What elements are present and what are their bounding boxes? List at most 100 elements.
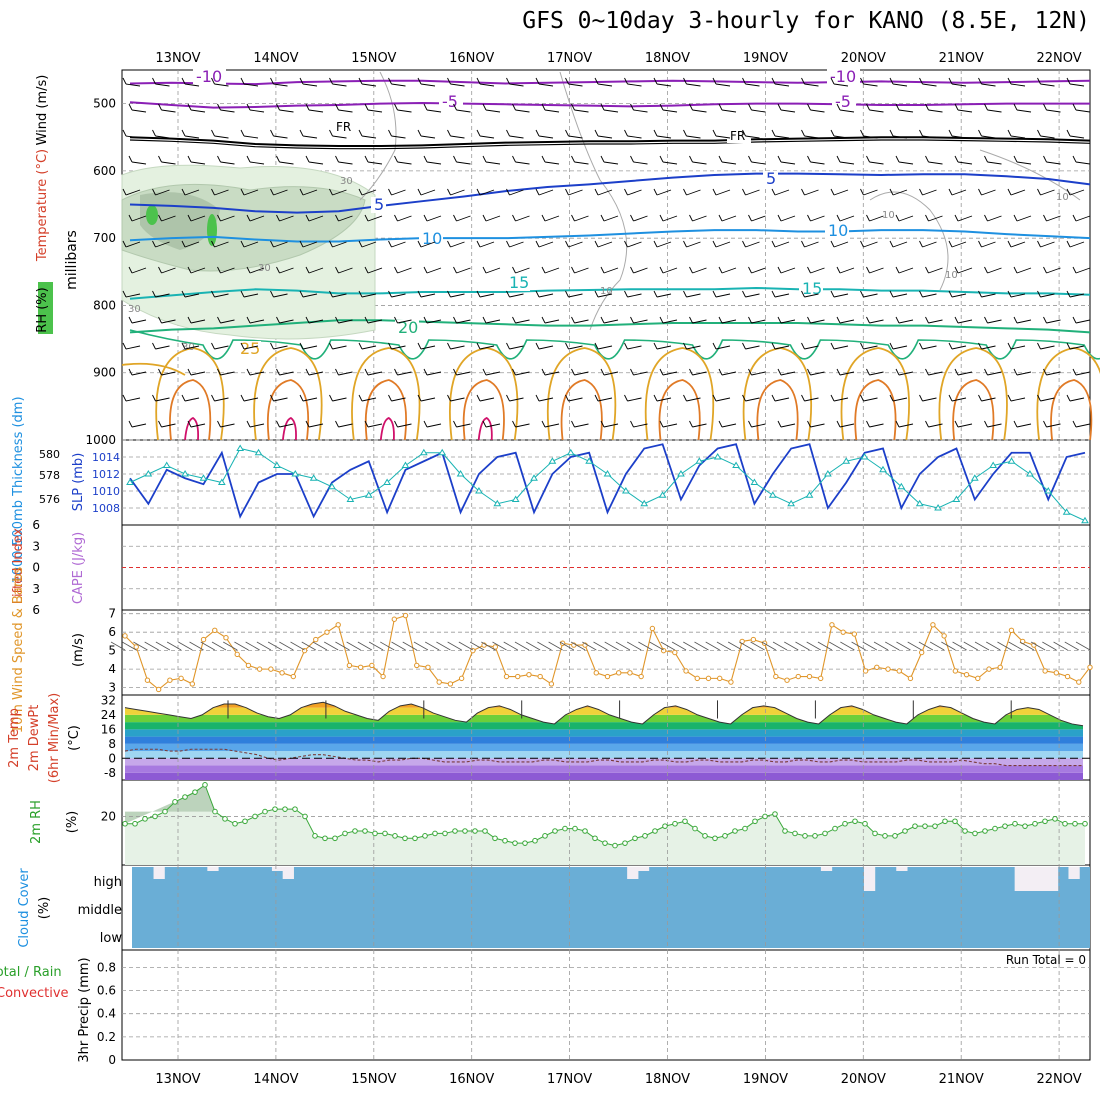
slp-marker bbox=[970, 474, 979, 481]
wind-barb-flag bbox=[978, 290, 982, 298]
wind-barb bbox=[1016, 215, 1032, 222]
wind-barb-flag bbox=[217, 266, 221, 274]
slp-tick: 1008 bbox=[92, 502, 120, 515]
wind-barb-flag bbox=[771, 77, 776, 85]
axis-label-millibars: millibars bbox=[64, 230, 80, 290]
rh-marker bbox=[902, 828, 908, 834]
wind-barb bbox=[544, 109, 560, 113]
panel-frame-7 bbox=[121, 949, 1091, 1061]
wind-barb bbox=[509, 135, 524, 139]
date-label-top: 17NOV bbox=[547, 51, 592, 66]
wind-barb bbox=[243, 293, 259, 298]
wind-barb bbox=[774, 241, 790, 248]
wind-barb bbox=[456, 161, 471, 165]
wind-barb bbox=[1040, 241, 1055, 248]
wind-speed-marker bbox=[717, 675, 723, 682]
wind-barb-flag bbox=[653, 77, 658, 85]
wind-barb bbox=[426, 319, 442, 324]
axis-label-cape: CAPE (J/kg) bbox=[71, 532, 86, 604]
wind-barb bbox=[367, 371, 383, 376]
wind-barb-flag bbox=[122, 77, 127, 85]
slp-tick: 1010 bbox=[92, 485, 120, 498]
wind-barb-flag bbox=[630, 420, 634, 428]
wind-barb-flag bbox=[836, 214, 841, 222]
wind-barb bbox=[928, 423, 943, 428]
surface-wind-barb bbox=[290, 641, 305, 651]
wind-barb-flag bbox=[954, 316, 959, 324]
rh-marker bbox=[632, 835, 638, 842]
wind-barb-flag bbox=[240, 77, 245, 85]
surface-wind-barb bbox=[683, 641, 698, 651]
slp-marker bbox=[768, 491, 777, 498]
wind-barb bbox=[721, 319, 737, 324]
wind-barb bbox=[633, 267, 648, 274]
wind-barb bbox=[249, 161, 265, 165]
slp-tick: 1012 bbox=[92, 468, 120, 481]
thickness-line bbox=[129, 443, 1086, 519]
wind-barb bbox=[515, 215, 530, 222]
wind-barb bbox=[125, 293, 141, 298]
wind-barb bbox=[780, 423, 796, 428]
wind-barb bbox=[987, 109, 1002, 113]
wind-barb-flag bbox=[329, 129, 333, 137]
wind-barb bbox=[479, 135, 495, 139]
wind-barb bbox=[987, 319, 1002, 324]
wind-barb bbox=[184, 345, 200, 350]
wind-barb bbox=[951, 189, 967, 196]
wind-barb-flag bbox=[128, 103, 133, 111]
wind-barb-flag bbox=[954, 368, 959, 376]
wind-barb bbox=[656, 189, 672, 196]
axis-label-cloud-cover: Cloud Cover bbox=[17, 868, 32, 948]
isotherm-30-dome bbox=[364, 379, 407, 441]
wind-barb-flag bbox=[364, 155, 369, 163]
wind-barb-flag bbox=[358, 129, 363, 137]
rh-marker bbox=[852, 818, 858, 825]
wind-barb-flag bbox=[240, 342, 245, 350]
wind-barb-flag bbox=[801, 240, 805, 248]
wind-barb-flag bbox=[624, 188, 628, 196]
wind-barb bbox=[361, 189, 377, 196]
wind-barb bbox=[627, 345, 642, 350]
wind-barb bbox=[810, 267, 825, 274]
wind-barb bbox=[745, 293, 760, 298]
wind-barb-flag bbox=[305, 214, 310, 222]
date-label-top: 18NOV bbox=[645, 51, 690, 66]
wind-barb bbox=[220, 371, 235, 376]
wind-barb bbox=[391, 293, 406, 298]
slp-marker bbox=[438, 448, 447, 456]
slp-marker bbox=[695, 457, 704, 464]
slp-marker bbox=[493, 499, 502, 507]
wind-barb-flag bbox=[512, 103, 516, 111]
wind-barb-flag bbox=[807, 155, 811, 163]
wind-barb bbox=[780, 371, 796, 376]
wind-barb-flag bbox=[895, 266, 900, 274]
isotherm-label-bg bbox=[395, 320, 419, 336]
wind-barb-flag bbox=[565, 77, 569, 85]
wind-barb-flag bbox=[423, 420, 428, 428]
wind-barb-flag bbox=[417, 342, 422, 350]
wind-barb-flag bbox=[535, 240, 540, 248]
wind-barb-flag bbox=[594, 188, 599, 196]
wind-barb-flag bbox=[777, 214, 782, 222]
rh-fill-dark bbox=[125, 784, 215, 824]
wind-barb bbox=[125, 345, 141, 350]
wind-barb-flag bbox=[1072, 266, 1077, 274]
wind-barb-flag bbox=[571, 420, 575, 428]
wind-barb bbox=[485, 215, 501, 222]
rh-marker bbox=[152, 813, 158, 820]
li-tick: 6 bbox=[32, 603, 40, 617]
wind-barb bbox=[869, 371, 884, 376]
wind-barb bbox=[863, 135, 878, 139]
surface-wind-barb bbox=[952, 641, 967, 651]
wind-barb bbox=[574, 215, 589, 222]
rh-marker bbox=[192, 789, 198, 795]
wind-barb-flag bbox=[423, 214, 428, 222]
wind-barb bbox=[131, 423, 147, 428]
wind-barb-flag bbox=[335, 155, 339, 163]
wind-barb bbox=[249, 215, 265, 222]
isotherm-label: 5 bbox=[374, 195, 384, 214]
wind-barb bbox=[721, 423, 737, 428]
axis-label-temp-units: (°C) bbox=[67, 725, 82, 751]
wind-barb-flag bbox=[453, 368, 457, 376]
wind-barb-flag bbox=[152, 188, 156, 196]
